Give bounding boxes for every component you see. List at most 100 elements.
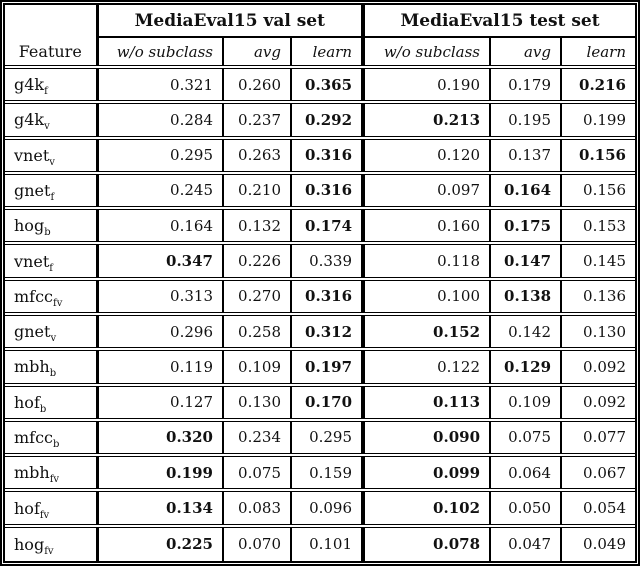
value-cell: 0.226	[223, 243, 292, 281]
value-cell: 0.109	[490, 384, 563, 422]
table-row: mbhfv 0.199 0.075 0.159 0.099 0.064 0.067	[5, 455, 635, 493]
value-cell: 0.156	[561, 137, 635, 175]
feature-subscript: fv	[49, 474, 60, 486]
value-cell: 0.077	[561, 419, 635, 458]
feature-subscript: fv	[39, 509, 50, 521]
value-cell: 0.050	[490, 490, 563, 528]
value-cell: 0.083	[223, 490, 292, 528]
value-cell: 0.174	[291, 208, 366, 246]
value-cell: 0.137	[490, 137, 563, 175]
feature-name: g4k	[14, 75, 45, 95]
value-cell: 0.216	[561, 67, 635, 105]
value-cell: 0.136	[561, 278, 635, 316]
value-cell: 0.075	[490, 419, 563, 458]
table-row: vnetf 0.347 0.226 0.339 0.118 0.147 0.145	[5, 243, 635, 281]
value-cell: 0.153	[561, 208, 635, 246]
test-learn-header: learn	[561, 37, 635, 69]
feature-subscript: fv	[44, 546, 54, 558]
value-cell: 0.234	[223, 419, 292, 458]
value-cell: 0.170	[291, 384, 366, 422]
value-cell: 0.245	[97, 172, 224, 211]
feature-name: mbh	[14, 463, 50, 483]
feature-subscript: b	[39, 403, 47, 415]
value-cell: 0.260	[223, 67, 292, 105]
feature-cell: mfccfv	[5, 278, 99, 316]
value-cell: 0.316	[291, 137, 366, 175]
value-cell: 0.237	[223, 102, 292, 140]
feature-cell: hogb	[5, 208, 99, 246]
value-cell: 0.130	[223, 384, 292, 422]
feature-column-header: Feature	[5, 37, 99, 69]
feature-cell: gnetv	[5, 313, 99, 352]
table-row: hofb 0.127 0.130 0.170 0.113 0.109 0.092	[5, 384, 635, 422]
table-row: hogb 0.164 0.132 0.174 0.160 0.175 0.153	[5, 208, 635, 246]
feature-name: mbh	[14, 357, 50, 377]
value-cell: 0.122	[363, 349, 492, 387]
feature-subscript: fv	[53, 298, 63, 310]
value-cell: 0.096	[291, 490, 366, 528]
val-learn-header: learn	[291, 37, 366, 69]
value-cell: 0.092	[561, 349, 635, 387]
value-cell: 0.284	[97, 102, 224, 140]
value-cell: 0.365	[291, 67, 366, 105]
value-cell: 0.075	[223, 455, 292, 493]
value-cell: 0.109	[223, 349, 292, 387]
table-row: gnetf 0.245 0.210 0.316 0.097 0.164 0.156	[5, 172, 635, 211]
table-row: gnetv 0.296 0.258 0.312 0.152 0.142 0.130	[5, 313, 635, 352]
feature-name: mfcc	[14, 286, 54, 306]
feature-name: vnet	[14, 251, 50, 271]
value-cell: 0.292	[291, 102, 366, 140]
group-header-row: MediaEval15 val set MediaEval15 test set	[5, 5, 635, 38]
value-cell: 0.320	[97, 419, 224, 458]
value-cell: 0.049	[583, 535, 626, 554]
table-row: g4kv 0.284 0.237 0.292 0.213 0.195 0.199	[5, 102, 635, 140]
value-cell: 0.321	[97, 67, 224, 105]
feature-cell: hogfv	[5, 525, 99, 561]
value-cell: 0.164	[97, 208, 224, 246]
value-cell: 0.175	[490, 208, 563, 246]
sub-header-row: Feature w/o subclass avg learn w/o subcl…	[5, 37, 635, 69]
value-cell: 0.120	[363, 137, 492, 175]
value-cell: 0.152	[363, 313, 492, 352]
val-wo-subclass-header: w/o subclass	[97, 37, 224, 69]
value-cell: 0.090	[363, 419, 492, 458]
feature-cell: hofb	[5, 384, 99, 422]
value-cell: 0.296	[97, 313, 224, 352]
corner-cell	[5, 5, 99, 37]
value-cell: 0.258	[223, 313, 292, 352]
table-row: g4kf 0.321 0.260 0.365 0.190 0.179 0.216	[5, 67, 635, 105]
feature-cell: gnetf	[5, 172, 99, 211]
value-cell: 0.316	[291, 278, 366, 316]
value-cell: 0.179	[490, 67, 563, 105]
value-cell: 0.102	[363, 490, 492, 528]
value-cell: 0.213	[363, 102, 492, 140]
value-cell: 0.195	[490, 102, 563, 140]
feature-name: hof	[14, 392, 40, 412]
test-set-group-header: MediaEval15 test set	[363, 5, 635, 38]
value-cell: 0.347	[97, 243, 224, 281]
feature-subscript: f	[50, 192, 55, 204]
feature-subscript: b	[49, 368, 57, 380]
val-set-group-header: MediaEval15 val set	[97, 5, 366, 38]
value-cell: 0.190	[363, 67, 492, 105]
feature-subscript: v	[49, 156, 55, 168]
value-cell: 0.339	[291, 243, 366, 281]
feature-subscript: f	[44, 86, 48, 98]
value-cell: 0.145	[561, 243, 635, 281]
feature-cell: mfccb	[5, 419, 99, 458]
feature-subscript: b	[44, 227, 51, 239]
table-row: mbhb 0.119 0.109 0.197 0.122 0.129 0.092	[5, 349, 635, 387]
feature-name: mfcc	[14, 427, 54, 447]
feature-name: vnet	[14, 145, 50, 165]
value-cell: 0.130	[561, 313, 635, 352]
value-cell: 0.118	[363, 243, 492, 281]
value-cell: 0.099	[363, 455, 492, 493]
value-cell: 0.210	[223, 172, 292, 211]
feature-results-table: MediaEval15 val set MediaEval15 test set…	[5, 5, 635, 561]
value-cell: 0.197	[291, 349, 366, 387]
value-cell: 0.159	[291, 455, 366, 493]
value-cell: 0.101	[291, 525, 366, 561]
test-avg-header: avg	[490, 37, 563, 69]
feature-subscript: v	[50, 333, 57, 345]
